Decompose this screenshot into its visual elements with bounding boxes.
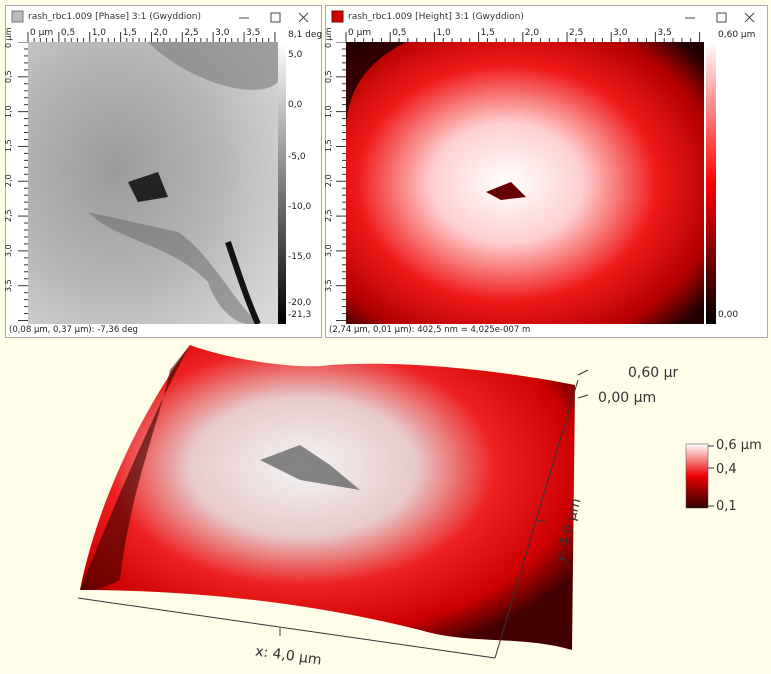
ruler-y-label: 1,5 [4, 140, 13, 153]
colorbar-label: -20,0 [288, 298, 311, 308]
ruler-y-label: 3,5 [324, 279, 333, 292]
window-icon [331, 10, 345, 24]
screen: rash_rbc1.009 [Phase] 3:1 (Gwyddion) (0,… [0, 0, 771, 674]
ruler-x-label: 2,5 [569, 28, 583, 38]
ruler-y-label: 0,5 [324, 70, 333, 83]
ruler-x-label: 0 µm [30, 28, 53, 38]
ruler-y-label: 0 µm [4, 27, 13, 48]
window-icon [11, 10, 25, 24]
phase-image [28, 42, 278, 324]
colorbar-label: 0,1 [716, 499, 737, 514]
ruler-x-label: 0 µm [348, 28, 371, 38]
status-bar: (0,08 µm, 0,37 µm): -7,36 deg [9, 325, 138, 335]
axis-label: 0,00 µm [598, 390, 656, 406]
ruler-x-label: 3,0 [613, 28, 627, 38]
ruler-y-label: 1,5 [324, 140, 333, 153]
ruler-x-label: 2,0 [153, 28, 167, 38]
ruler-y-label: 3,0 [4, 244, 13, 257]
colorbar-label: 0,4 [716, 462, 737, 477]
ruler-y-label: 1,0 [4, 105, 13, 118]
ruler-x-label: 0,5 [61, 28, 75, 38]
window-controls[interactable] [673, 10, 763, 26]
colorbar-label: -15,0 [288, 252, 311, 262]
status-bar: (2,74 µm, 0,01 µm): 402,5 nm = 4,025e-00… [329, 325, 530, 335]
ruler-x-label: 3,5 [657, 28, 671, 38]
colorbar-label: 0,00 [718, 310, 738, 320]
colorbar-label: 8,1 deg [288, 30, 322, 40]
window-title: rash_rbc1.009 [Height] 3:1 (Gwyddion) [348, 12, 524, 22]
colorbar-label: -21,3 [288, 310, 311, 320]
colorbar [706, 42, 716, 324]
ruler-y-label: 2,5 [324, 209, 333, 222]
ruler-y-label: 0,5 [4, 70, 13, 83]
colorbar-label: 0,60 µm [718, 30, 755, 40]
window-title: rash_rbc1.009 [Phase] 3:1 (Gwyddion) [28, 12, 201, 22]
ruler-x-label: 3,5 [246, 28, 260, 38]
ruler-x-label: 1,5 [481, 28, 495, 38]
ruler-y-label: 1,0 [324, 105, 333, 118]
height-image [346, 42, 704, 324]
phase-window: rash_rbc1.009 [Phase] 3:1 (Gwyddion) (0,… [5, 5, 322, 338]
ruler-x-label: 1,5 [123, 28, 137, 38]
window-controls[interactable] [227, 10, 317, 26]
ruler-x-label: 2,0 [525, 28, 539, 38]
colorbar-label: -10,0 [288, 202, 311, 212]
ruler-x-label: 1,0 [92, 28, 106, 38]
ruler-x-label: 3,0 [215, 28, 229, 38]
axis-label: 0,60 µr [628, 365, 678, 381]
ruler-y-label: 0 µm [324, 27, 333, 48]
height-window: rash_rbc1.009 [Height] 3:1 (Gwyddion) (2… [325, 5, 768, 338]
colorbar-label: -5,0 [288, 152, 306, 162]
ruler-x-label: 0,5 [392, 28, 406, 38]
ruler-y-label: 3,5 [4, 279, 13, 292]
colorbar [278, 42, 286, 324]
ruler-y-label: 2,5 [4, 209, 13, 222]
colorbar-label: 5,0 [288, 50, 302, 60]
ruler-x-label: 2,5 [184, 28, 198, 38]
colorbar-label: 0,6 µm [716, 438, 762, 453]
ruler-y-label: 2,0 [4, 175, 13, 188]
ruler-y-label: 2,0 [324, 175, 333, 188]
ruler-x [326, 28, 704, 42]
ruler-y-label: 3,0 [324, 244, 333, 257]
ruler-x-label: 1,0 [436, 28, 450, 38]
colorbar-label: 0,0 [288, 100, 302, 110]
